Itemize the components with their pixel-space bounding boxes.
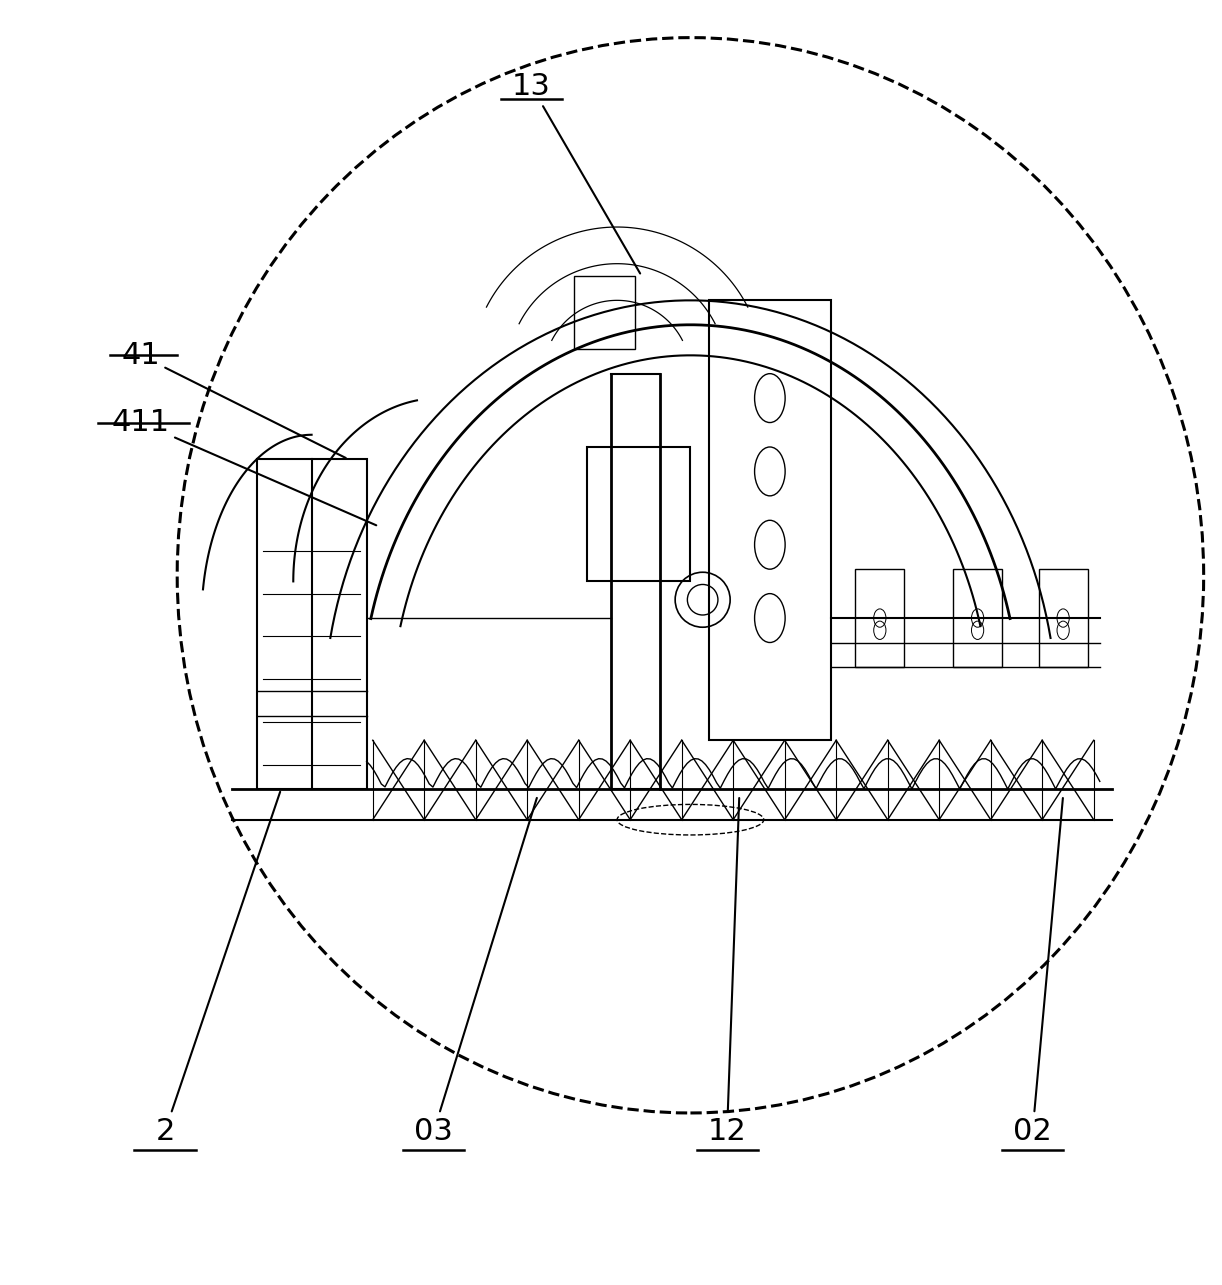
- Text: 03: 03: [414, 798, 536, 1146]
- Text: 13: 13: [512, 72, 640, 274]
- Text: 41: 41: [121, 341, 346, 457]
- Text: 02: 02: [1013, 798, 1063, 1146]
- Text: 12: 12: [708, 798, 747, 1146]
- Text: 2: 2: [155, 792, 280, 1146]
- Text: 411: 411: [111, 409, 376, 526]
